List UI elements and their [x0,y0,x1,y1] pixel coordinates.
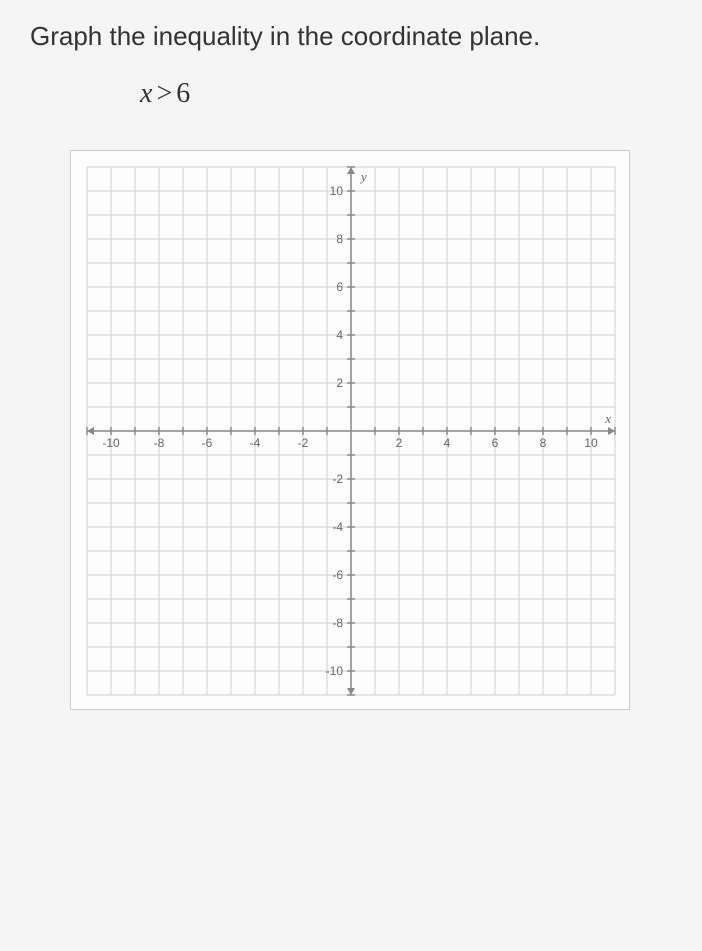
svg-text:6: 6 [336,280,343,294]
svg-text:4: 4 [336,328,343,342]
svg-text:-6: -6 [332,568,343,582]
svg-text:2: 2 [336,376,343,390]
svg-text:y: y [359,169,367,184]
inequality-variable: x [140,78,152,109]
svg-text:2: 2 [396,436,403,450]
svg-text:-4: -4 [332,520,343,534]
inequality-expression: x>6 [140,78,672,110]
svg-text:10: 10 [330,184,344,198]
svg-text:4: 4 [444,436,451,450]
svg-text:-8: -8 [332,616,343,630]
coordinate-plane[interactable]: -10 -8 -6 -4 -2 2 4 6 8 10 -10 -8 -6 -4 -2 2 4 6 8 10 y x [70,150,630,710]
inequality-operator: > [156,78,172,109]
svg-text:-6: -6 [202,436,213,450]
svg-text:-2: -2 [332,472,343,486]
svg-text:8: 8 [540,436,547,450]
graph-svg: -10 -8 -6 -4 -2 2 4 6 8 10 -10 -8 -6 -4 -2 2 4 6 8 10 y x [71,151,631,711]
svg-text:8: 8 [336,232,343,246]
svg-text:-8: -8 [154,436,165,450]
svg-text:10: 10 [584,436,598,450]
inequality-value: 6 [176,78,190,109]
svg-text:-4: -4 [250,436,261,450]
svg-text:-10: -10 [326,664,344,678]
svg-text:-2: -2 [298,436,309,450]
svg-text:x: x [604,411,611,426]
svg-text:-10: -10 [102,436,120,450]
question-prompt: Graph the inequality in the coordinate p… [30,20,672,54]
svg-text:6: 6 [492,436,499,450]
